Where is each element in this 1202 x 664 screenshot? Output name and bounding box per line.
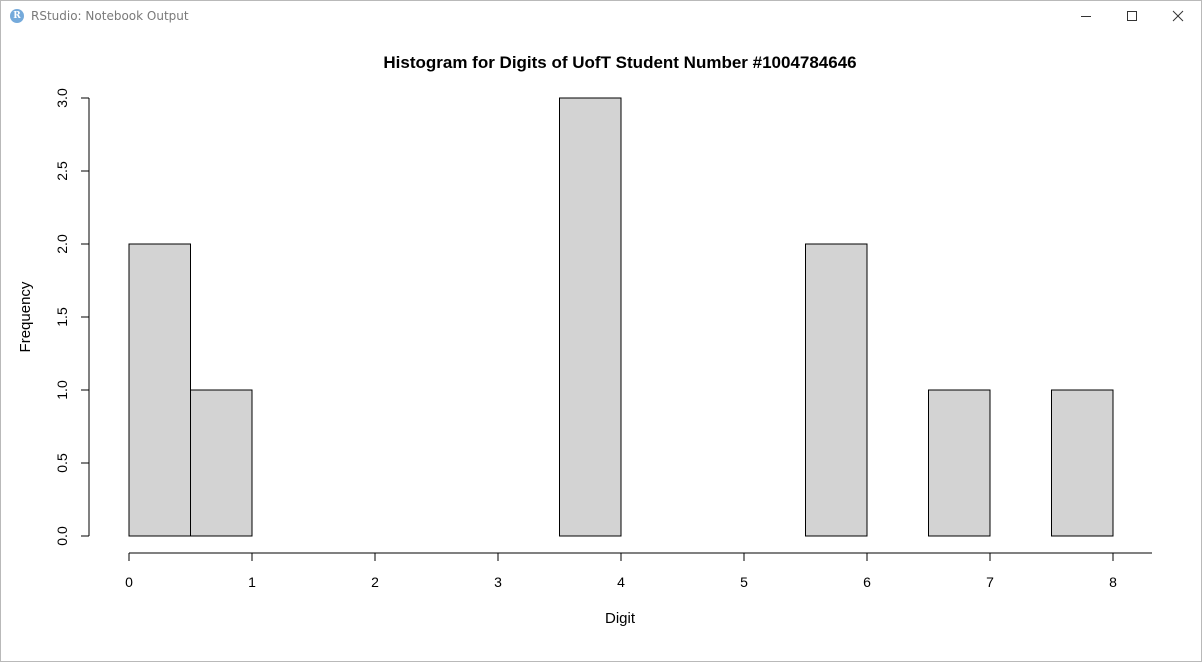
x-tick-label: 7 xyxy=(986,574,994,590)
x-tick-label: 6 xyxy=(863,574,871,590)
plot-area: Histogram for Digits of UofT Student Num… xyxy=(1,31,1201,664)
close-icon xyxy=(1172,10,1184,22)
histogram-bars xyxy=(128,97,1114,537)
window-title: RStudio: Notebook Output xyxy=(31,9,189,23)
histogram-bar xyxy=(190,389,253,537)
x-tick-label: 8 xyxy=(1109,574,1117,590)
y-tick-label: 3.0 xyxy=(54,88,70,108)
x-axis-label: Digit xyxy=(605,610,636,627)
rstudio-logo-icon: R xyxy=(10,9,24,23)
histogram-bar xyxy=(928,389,991,537)
x-tick-label: 1 xyxy=(248,574,256,590)
x-tick-label: 5 xyxy=(740,574,748,590)
chart-title: Histogram for Digits of UofT Student Num… xyxy=(383,53,856,72)
y-tick-label: 2.5 xyxy=(54,161,70,181)
x-tick-label: 0 xyxy=(125,574,133,590)
y-axis: 0.0 0.5 1.0 1.5 2.0 2.5 3.0 xyxy=(54,88,90,546)
y-tick-label: 2.0 xyxy=(54,234,70,254)
y-tick-label: 0.0 xyxy=(54,526,70,546)
histogram-bar xyxy=(128,243,191,537)
histogram-bar xyxy=(805,243,868,537)
y-tick-label: 1.5 xyxy=(54,307,70,327)
title-bar[interactable]: R RStudio: Notebook Output xyxy=(1,1,1201,31)
x-axis: 0 1 2 3 4 5 6 7 8 xyxy=(125,552,1152,590)
histogram-bar xyxy=(559,97,622,537)
minimize-button[interactable] xyxy=(1063,1,1109,31)
x-tick-label: 3 xyxy=(494,574,502,590)
minimize-icon xyxy=(1081,16,1091,17)
y-tick-label: 0.5 xyxy=(54,453,70,473)
maximize-icon xyxy=(1127,11,1137,21)
y-tick-label: 1.0 xyxy=(54,380,70,400)
x-tick-label: 2 xyxy=(371,574,379,590)
histogram-chart: Histogram for Digits of UofT Student Num… xyxy=(17,53,1152,627)
maximize-button[interactable] xyxy=(1109,1,1155,31)
histogram-bar xyxy=(1051,389,1114,537)
x-tick-label: 4 xyxy=(617,574,625,590)
close-button[interactable] xyxy=(1155,1,1201,31)
y-axis-label: Frequency xyxy=(17,281,34,352)
